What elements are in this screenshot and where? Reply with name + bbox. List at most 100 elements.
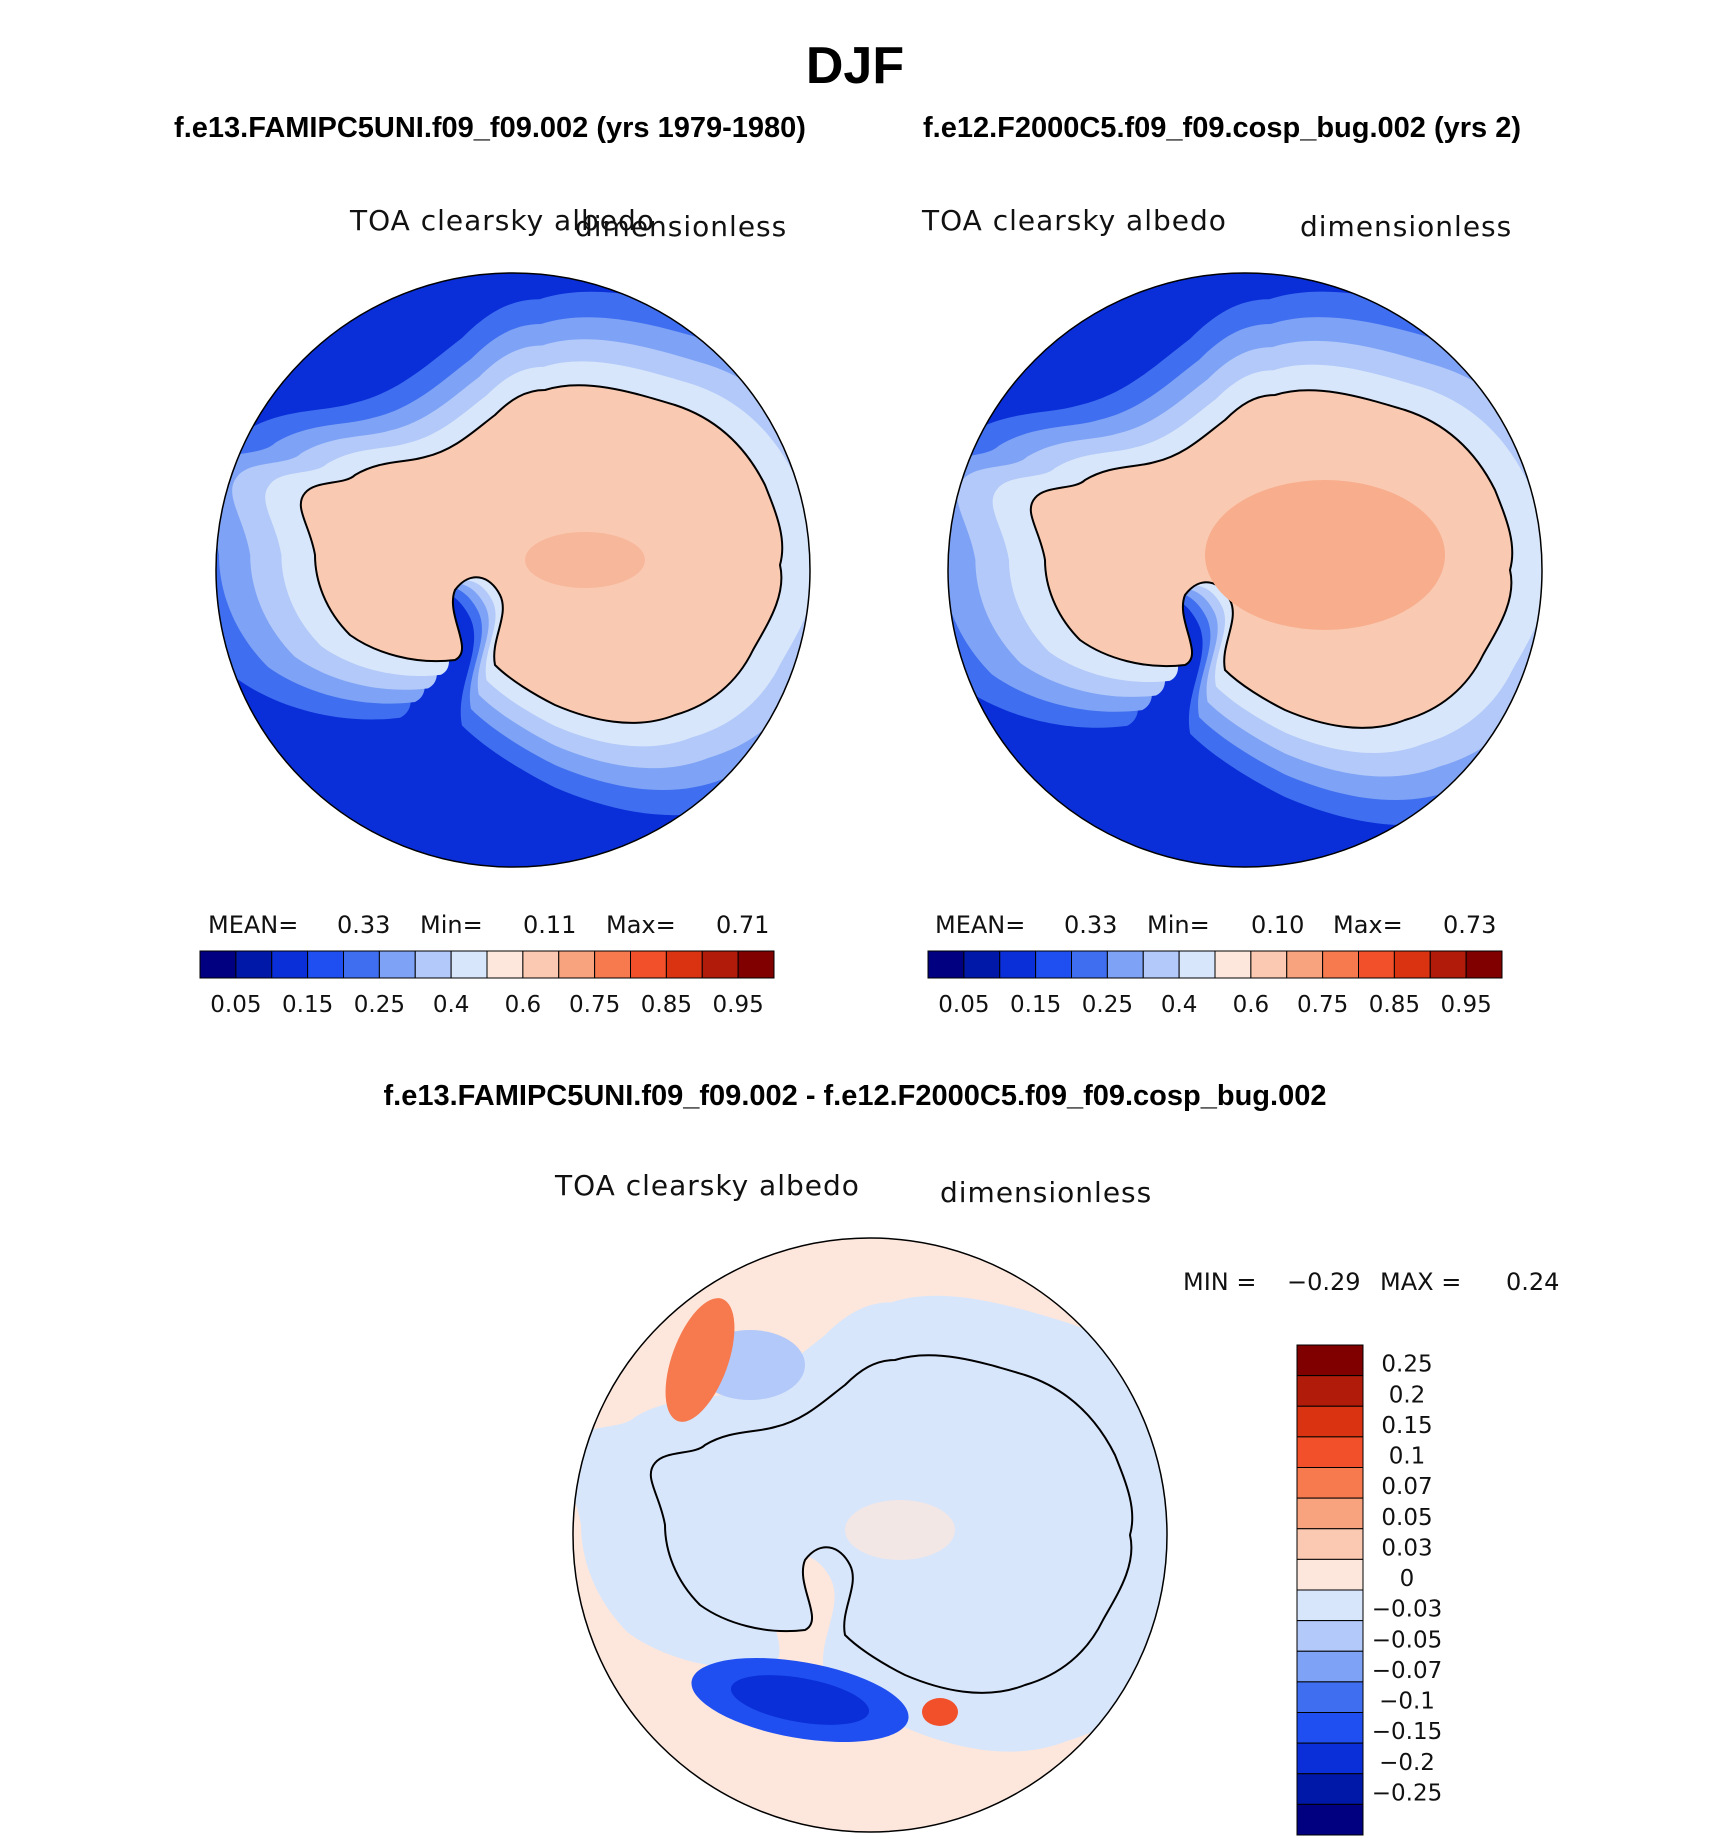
panel-a-colorbar-tick-label-6: 0.85 [641, 992, 692, 1018]
panel-a-colorbar-swatch-7 [450, 950, 488, 979]
subtitle-left: f.e13.FAMIPC5UNI.f09_f09.002 (yrs 1979-1… [174, 112, 806, 144]
panel-c-tick-label-10: −0.07 [1372, 1658, 1442, 1684]
panel-c-tick-label-3: 0.1 [1389, 1444, 1426, 1470]
panel-b-colorbar-swatch-13 [1393, 950, 1431, 979]
panel-c-tick-label-5: 0.05 [1381, 1505, 1432, 1531]
panel-b-colorbar-swatch-15 [1465, 950, 1503, 979]
panel-c-map [573, 1238, 1167, 1832]
panel-a-colorbar-swatch-11 [594, 950, 631, 979]
panel-c-colorbar-swatch-7 [1296, 1558, 1364, 1591]
panel-b-colorbar-tick-label-3: 0.4 [1161, 992, 1198, 1018]
panel-a-colorbar-swatch-8 [486, 950, 524, 979]
panel-b-min-value: 0.10 [1251, 911, 1304, 939]
panel-c-tick-label-12: −0.15 [1372, 1719, 1442, 1745]
panel-a-colorbar-swatch-0 [199, 950, 237, 979]
panel-c-colorbar-swatch-5 [1296, 1497, 1364, 1530]
panel-b-colorbar-swatch-3 [1035, 950, 1072, 979]
panel-c-colorbar-swatch-13 [1296, 1742, 1364, 1775]
panel-c-tick-label-13: −0.2 [1379, 1750, 1435, 1776]
panel-b-colorbar-swatch-5 [1106, 950, 1144, 979]
panel-b-map [948, 273, 1542, 867]
panel-c-colorbar-swatch-3 [1296, 1436, 1364, 1468]
panel-a-colorbar-swatch-6 [414, 950, 452, 979]
panel-a-colorbar-tick-label-4: 0.6 [505, 992, 542, 1018]
panel-b-plateau-high-albedo [1205, 480, 1445, 630]
panel-c-negative-core-ross [730, 1675, 870, 1725]
panel-b-colorbar-swatch-12 [1358, 950, 1395, 979]
panel-c-colorbar-swatch-8 [1296, 1589, 1364, 1622]
panel-c-colorbar-swatch-11 [1296, 1681, 1364, 1713]
panel-c-colorbar-swatch-12 [1296, 1712, 1364, 1744]
panel-b-colorbar-swatch-4 [1071, 950, 1108, 979]
diff-title: f.e13.FAMIPC5UNI.f09_f09.002 - f.e12.F20… [384, 1080, 1327, 1112]
panel-b-colorbar-swatch-2 [999, 950, 1037, 979]
panel-a-colorbar-tick-label-0: 0.05 [210, 992, 261, 1018]
panel-c-tick-label-0: 0.25 [1381, 1352, 1432, 1378]
panel-c-positive-patch-ross [922, 1698, 958, 1726]
panel-b-colorbar-swatch-9 [1250, 950, 1288, 979]
panel-b-mean-value: 0.33 [1064, 911, 1117, 939]
panel-a-plateau-high-albedo [525, 532, 645, 588]
panel-c-colorbar-swatch-2 [1296, 1405, 1364, 1438]
panel-a-mean-label: MEAN= [208, 911, 298, 939]
panel-b-variable-label: TOA clearsky albedo [921, 204, 1227, 237]
panel-a-colorbar-swatch-14 [701, 950, 739, 979]
panel-b-max-label: Max= [1333, 911, 1403, 939]
subtitle-right: f.e12.F2000C5.f09_f09.cosp_bug.002 (yrs … [923, 112, 1521, 144]
panel-c-variable-label: TOA clearsky albedo [554, 1169, 860, 1202]
panel-b-colorbar-swatch-0 [927, 950, 965, 979]
panel-c-colorbar-swatch-4 [1296, 1467, 1364, 1499]
panel-b-max-value: 0.73 [1443, 911, 1496, 939]
panel-a-colorbar-swatch-13 [665, 950, 703, 979]
panel-b-colorbar-swatch-8 [1214, 950, 1252, 979]
panel-c-colorbar-swatch-9 [1296, 1620, 1364, 1652]
panel-b-colorbar-tick-label-4: 0.6 [1233, 992, 1270, 1018]
panel-a-colorbar-swatch-1 [235, 950, 273, 979]
panel-a-colorbar-tick-label-7: 0.95 [713, 992, 764, 1018]
panel-a-colorbar-tick-label-2: 0.25 [354, 992, 405, 1018]
panel-b-units-label: dimensionless [1300, 210, 1512, 243]
panel-c-interior-positive [845, 1500, 955, 1560]
panel-a-map-border [215, 272, 811, 868]
panel-c-tick-label-2: 0.15 [1381, 1413, 1432, 1439]
panel-c-colorbar: 0.25 0.2 0.15 0.1 0.07 0.05 0.03 0 −0.03 −0.05 −0.… [1296, 1344, 1442, 1836]
panel-c-tick-label-7: 0 [1400, 1566, 1415, 1592]
panel-a-colorbar-swatch-4 [343, 950, 380, 979]
panel-a-colorbar-swatch-12 [630, 950, 667, 979]
panel-a-colorbar-swatch-2 [271, 950, 309, 979]
panel-c: TOA clearsky albedo dimensionless MIN = … [554, 1169, 1559, 1836]
panel-c-colorbar-swatch-1 [1296, 1375, 1364, 1407]
panel-a-max-value: 0.71 [716, 911, 769, 939]
panel-a-colorbar: 0.05 0.15 0.25 0.4 0.6 0.75 0.85 0.95 [199, 950, 775, 1018]
panel-c-tick-label-4: 0.07 [1381, 1474, 1432, 1500]
panel-c-colorbar-swatch-10 [1296, 1650, 1364, 1683]
panel-b-min-label: Min= [1147, 911, 1210, 939]
panel-c-colorbar-swatch-15 [1296, 1803, 1364, 1836]
panel-c-tick-label-1: 0.2 [1389, 1382, 1426, 1408]
panel-a-colorbar-swatch-15 [737, 950, 775, 979]
panel-c-colorbar-swatch-14 [1296, 1773, 1364, 1805]
panel-a-colorbar-swatch-5 [378, 950, 416, 979]
panel-c-tick-label-9: −0.05 [1372, 1627, 1442, 1653]
panel-c-min-label: MIN = [1183, 1268, 1256, 1296]
main-title: DJF [806, 37, 904, 95]
panel-a-variable-label: TOA clearsky albedo [349, 204, 655, 237]
panel-b-colorbar-swatch-11 [1322, 950, 1359, 979]
panel-c-tick-label-11: −0.1 [1379, 1689, 1435, 1715]
panel-c-colorbar-swatch-0 [1296, 1344, 1364, 1377]
panel-b-map-border [947, 272, 1543, 868]
panel-a-units-label: dimensionless [575, 210, 787, 243]
panel-a-colorbar-tick-label-5: 0.75 [569, 992, 620, 1018]
panel-b-colorbar-tick-label-2: 0.25 [1082, 992, 1133, 1018]
panel-c-min-value: −0.29 [1287, 1268, 1361, 1296]
panel-b-colorbar-swatch-10 [1286, 950, 1324, 979]
panel-b-colorbar-tick-label-1: 0.15 [1010, 992, 1061, 1018]
panel-b-colorbar-swatch-6 [1142, 950, 1180, 979]
panel-a-max-label: Max= [606, 911, 676, 939]
panel-c-units-label: dimensionless [940, 1176, 1152, 1209]
panel-b-mean-label: MEAN= [935, 911, 1025, 939]
panel-a-mean-value: 0.33 [337, 911, 390, 939]
panel-b-colorbar-swatch-1 [963, 950, 1001, 979]
panel-a-min-label: Min= [420, 911, 483, 939]
